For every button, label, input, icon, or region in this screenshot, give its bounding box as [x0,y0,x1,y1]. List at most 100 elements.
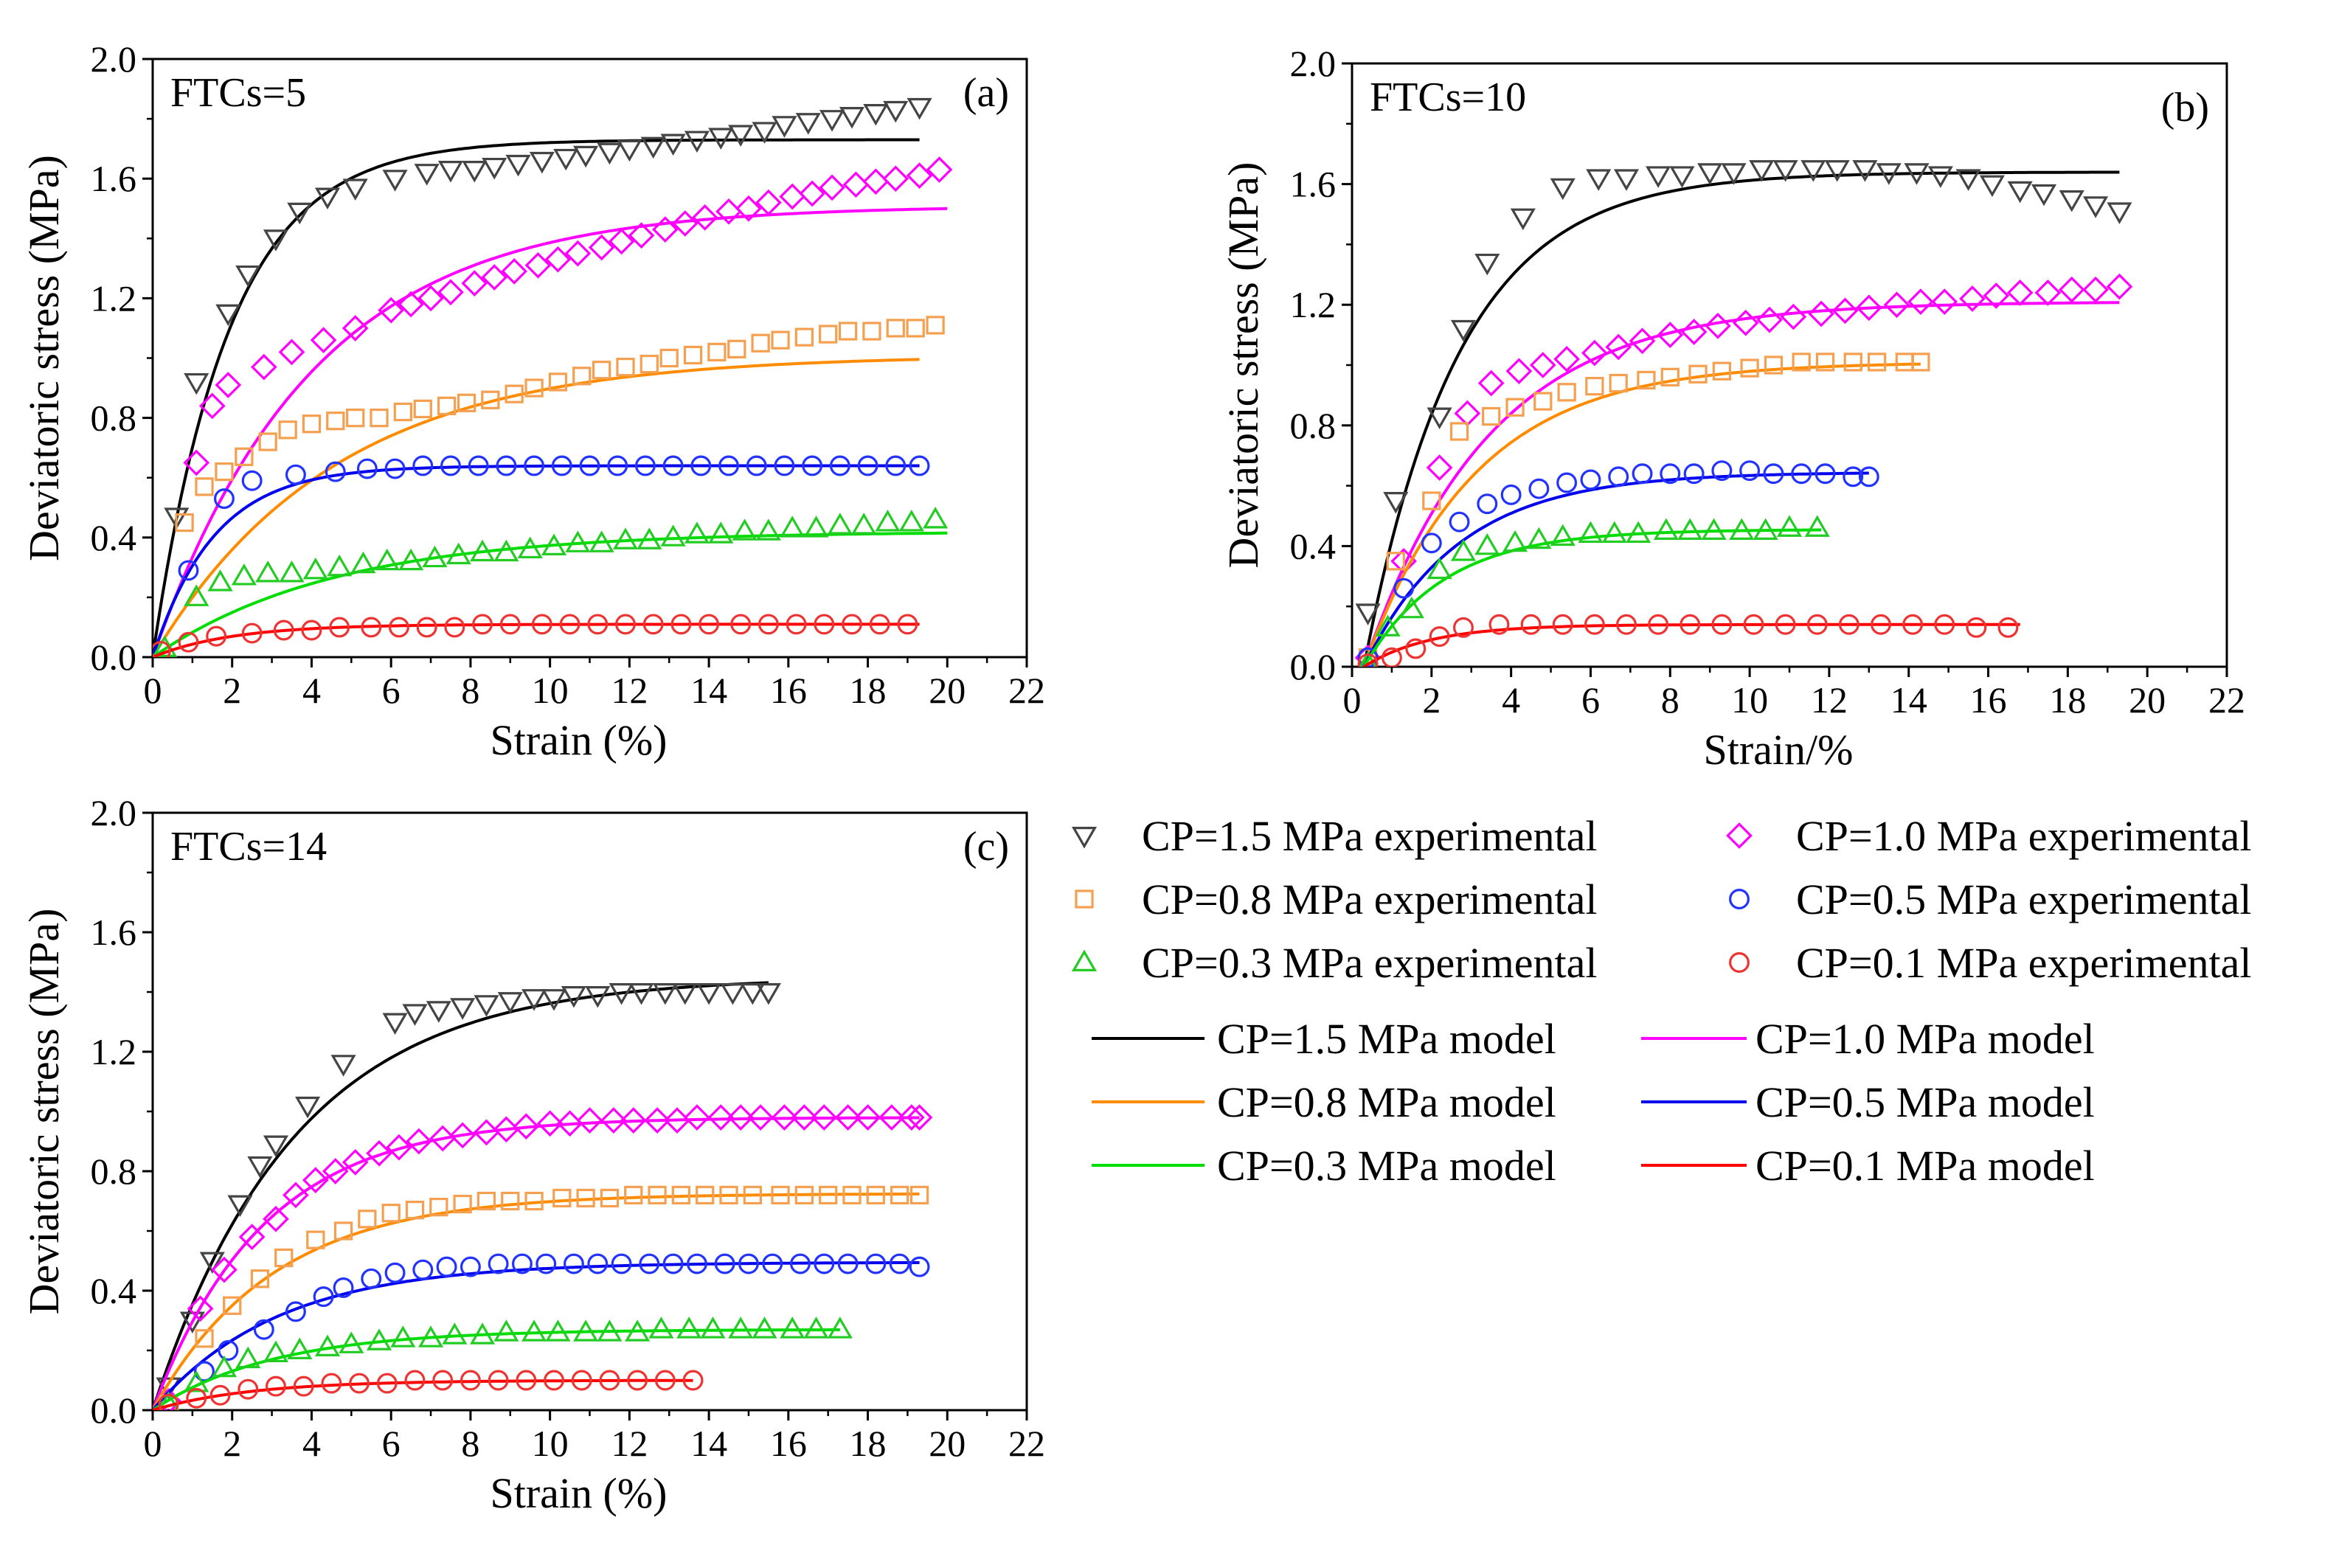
exp-point-cp10 [211,1256,238,1283]
exp-point-cp03 [827,1317,853,1339]
exp-point-cp08 [429,1197,448,1217]
exp-point-cp05 [1528,478,1550,499]
exp-point-cp08 [1386,552,1405,571]
exp-point-cp03 [708,521,734,544]
exp-point-cp10 [644,1107,670,1134]
exp-point-cp08 [696,1185,715,1205]
exp-point-cp10 [1477,370,1505,397]
exp-point-cp15 [227,1195,253,1218]
exp-point-cp08 [1505,398,1525,417]
exp-point-cp08 [1660,367,1680,387]
exp-point-cp15 [2083,196,2109,218]
y-tick-label: 1.6 [1290,164,1337,205]
exp-point-cp03 [279,560,305,583]
exp-point-cp10 [727,1104,755,1131]
exp-point-cp03 [184,1370,209,1392]
exp-point-cp10 [1505,358,1533,385]
exp-point-cp05 [1580,469,1601,490]
exp-point-cp08 [771,1185,790,1205]
exp-point-cp15 [755,982,781,1005]
exp-point-cp08 [624,1185,643,1205]
exp-point-cp05 [909,1256,930,1277]
exp-point-cp10 [524,251,552,279]
exp-point-cp15 [585,986,611,1008]
exp-point-cp03 [469,1322,496,1345]
exp-point-cp10 [834,1104,862,1131]
exp-point-cp15 [1800,160,1826,182]
exp-point-cp10 [1907,288,1934,315]
exp-point-cp15 [684,131,710,153]
exp-point-cp05 [690,455,712,476]
exp-point-cp08 [1792,353,1811,372]
exp-point-cp01 [178,631,199,653]
exp-point-cp03 [875,510,901,532]
exp-point-cp01 [389,617,409,638]
exp-point-cp05 [1608,466,1629,488]
exp-point-cp01 [488,1370,509,1391]
exp-point-cp05 [738,1253,759,1274]
exp-point-cp08 [1764,355,1784,375]
exp-point-cp10 [1959,285,1986,312]
exp-point-cp01 [1838,614,1859,635]
exp-point-cp15 [1927,166,1953,188]
exp-point-cp08 [235,447,254,466]
exp-point-cp08 [358,1210,377,1229]
exp-point-cp10 [1883,291,1910,319]
x-tick-label: 22 [2208,679,2245,721]
y-axis-title: Deviatoric stress (MPa) [20,155,68,561]
exp-point-cp03 [417,1325,444,1347]
x-tick-label: 16 [770,670,807,711]
exp-point-cp10 [735,195,762,222]
exp-point-cp08 [819,1185,838,1205]
exp-point-cp05 [1739,460,1761,482]
model-line-cp01 [153,622,920,657]
exp-point-cp03 [207,569,233,592]
exp-point-cp01 [273,620,294,641]
exp-point-cp08 [743,1185,762,1205]
exp-point-cp15 [215,304,241,327]
exp-point-cp15 [907,97,932,120]
model-line-cp08 [1362,362,1921,667]
exp-point-cp05 [468,455,489,476]
exp-point-cp08 [453,1194,472,1214]
exp-point-cp15 [863,103,889,126]
y-tick-label: 1.6 [91,158,137,199]
exp-point-cp03 [366,1328,392,1350]
x-tick-label: 8 [1661,679,1680,721]
exp-point-cp08 [175,513,194,533]
exp-point-cp01 [499,614,521,635]
exp-point-cp03 [1398,596,1424,619]
exp-point-cp10 [691,204,718,231]
exp-point-cp05 [1843,466,1864,488]
exp-point-cp08 [524,1191,544,1211]
exp-point-cp15 [1613,169,1640,191]
model-line-cp01 [1363,622,2020,667]
exp-point-cp01 [321,1373,342,1394]
exp-point-cp15 [553,148,579,171]
x-tick-label: 18 [2049,679,2086,721]
exp-point-cp08 [1867,353,1887,372]
exp-point-cp15 [1383,492,1409,514]
legend-label-cp08-experimental: CP=0.8 MPa experimental [1142,875,1597,923]
exp-point-cp08 [600,1188,620,1208]
exp-point-cp15 [462,161,488,183]
exp-point-cp08 [707,342,727,362]
exp-point-cp03 [660,524,686,547]
exp-point-cp15 [497,992,523,1014]
exp-point-cp05 [814,1253,835,1274]
exp-point-cp03 [231,563,257,586]
exp-point-cp10 [576,1107,603,1134]
exp-point-cp03 [1729,518,1755,540]
y-axis-title: Deviatoric stress (MPa) [20,909,68,1315]
exp-point-cp08 [1688,364,1708,384]
ftc-annotation: FTCs=14 [170,824,327,870]
model-line-cp08 [153,1192,920,1410]
exp-point-cp08 [306,1230,325,1249]
exp-point-cp15 [342,178,368,201]
exp-point-cp05 [551,455,572,476]
exp-point-cp15 [2007,181,2033,204]
exp-point-cp15 [1721,163,1747,185]
exp-point-cp03 [314,1334,341,1356]
exp-point-cp15 [772,116,797,138]
exp-point-cp03 [612,527,639,549]
